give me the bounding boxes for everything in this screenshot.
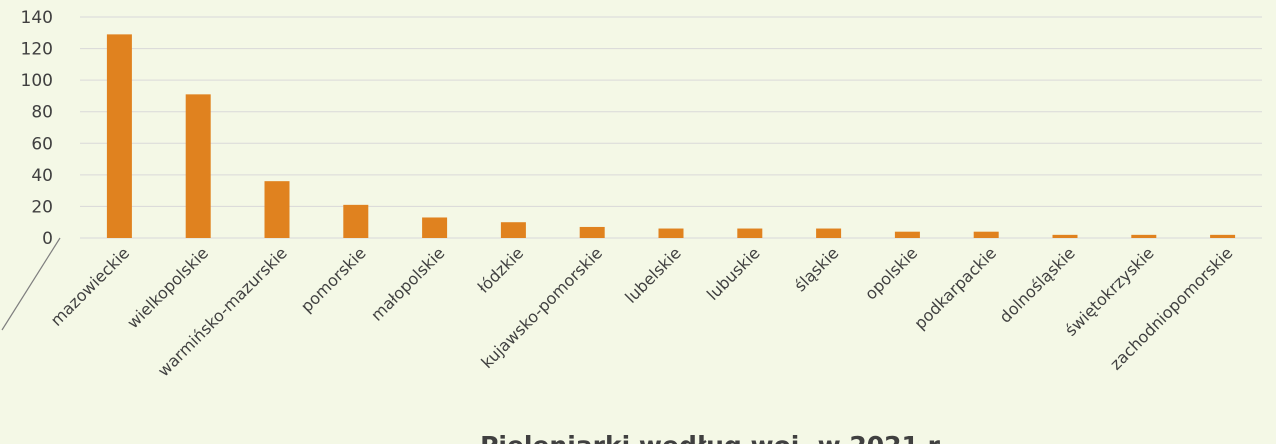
bar-8 <box>737 228 763 238</box>
bar-9 <box>816 228 842 238</box>
y-tick-label: 100 <box>21 71 53 91</box>
y-tick-label: 0 <box>42 229 53 249</box>
x-category-label: opolskie <box>861 243 921 303</box>
bar-13 <box>1131 234 1157 238</box>
bar-4 <box>422 217 448 238</box>
bar-6 <box>579 226 605 238</box>
y-tick-label: 60 <box>31 134 53 154</box>
x-category-label: małopolskie <box>367 243 448 324</box>
x-category-label: warmińsko-mazurskie <box>154 243 291 380</box>
bar-2 <box>264 181 290 238</box>
y-tick-label: 140 <box>21 8 53 28</box>
bar-0 <box>106 34 132 238</box>
bar-7 <box>658 228 684 238</box>
y-tick-label: 120 <box>21 40 53 60</box>
bar-14 <box>1210 234 1236 238</box>
x-category-label: pomorskie <box>297 243 370 316</box>
bar-10 <box>894 231 920 238</box>
bar-12 <box>1052 234 1078 238</box>
bar-5 <box>500 222 526 238</box>
decorative-slant-line <box>1 237 61 331</box>
bar-11 <box>973 231 999 238</box>
x-category-label: lubelskie <box>621 243 685 307</box>
x-category-label: lubuskie <box>703 243 764 304</box>
bar-1 <box>185 94 211 238</box>
y-tick-label: 20 <box>31 197 53 217</box>
x-category-label: wielkopolskie <box>123 243 212 332</box>
x-category-label: łódzkie <box>474 243 527 296</box>
x-category-label: mazowieckie <box>47 243 133 329</box>
bar-3 <box>343 204 369 238</box>
x-category-label: podkarpackie <box>910 243 1000 333</box>
y-tick-label: 80 <box>31 103 53 123</box>
x-category-label: śląskie <box>790 243 842 295</box>
x-category-label: dolnośląskie <box>996 243 1079 326</box>
chart-title: Pieleniarki według woj. w 2021 r. <box>480 431 946 444</box>
y-tick-label: 40 <box>31 166 53 186</box>
